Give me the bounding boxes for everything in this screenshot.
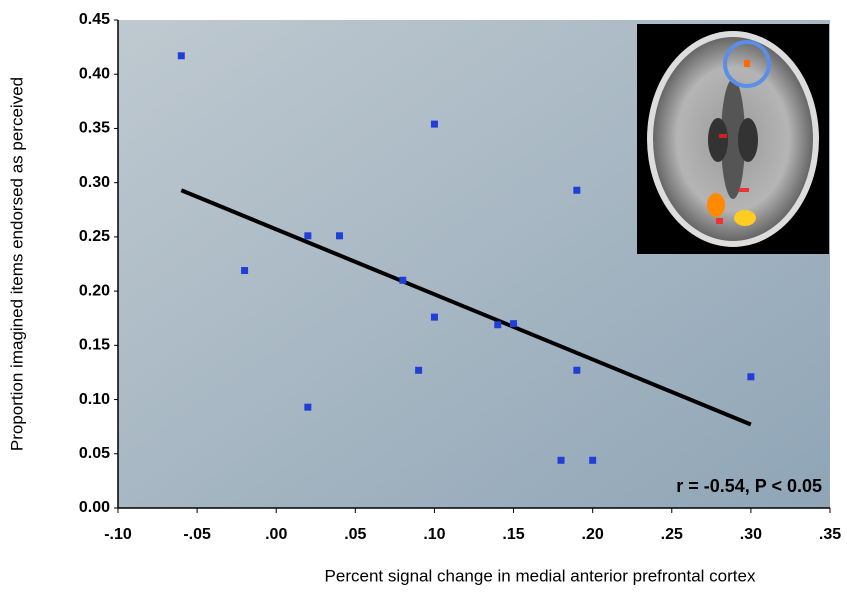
y-tick-label: 0.05 [79,445,110,462]
data-point [430,120,438,128]
x-tick-label: -.10 [104,526,132,543]
y-tick-label: 0.35 [79,120,110,137]
y-tick-label: 0.30 [79,174,110,191]
x-tick-label: .00 [265,526,287,543]
x-tick-label: .15 [502,526,524,543]
data-point [304,232,312,240]
data-point [177,52,185,60]
y-tick-label: 0.40 [79,65,110,82]
data-point [494,321,502,329]
data-point [415,366,423,374]
data-point [430,313,438,321]
data-point [573,186,581,194]
x-tick-label: .25 [661,526,683,543]
annotation: r = -0.54, P < 0.05 [676,476,822,496]
x-tick-label: .30 [740,526,762,543]
data-point [510,320,518,328]
x-tick-label: .05 [344,526,366,543]
data-point [399,276,407,284]
x-tick-label: -.05 [183,526,211,543]
trend-line [180,188,752,427]
x-tick-label: .20 [582,526,604,543]
y-tick-label: 0.00 [79,499,110,516]
data-point [747,373,755,381]
data-point [573,366,581,374]
y-tick-label: 0.10 [79,391,110,408]
y-tick-label: 0.15 [79,337,110,354]
data-point [557,456,565,464]
data-point [304,403,312,411]
data-point [336,232,344,240]
y-tick-label: 0.45 [79,11,110,28]
data-point [241,267,249,275]
x-axis-label: Percent signal change in medial anterior… [325,566,756,585]
data-point [589,456,597,464]
x-tick-label: .35 [819,526,841,543]
y-tick-label: 0.25 [79,228,110,245]
brain-inset [637,24,829,254]
x-tick-label: .10 [423,526,445,543]
y-axis-label: Proportion imagined items endorsed as pe… [7,77,26,451]
y-tick-label: 0.20 [79,282,110,299]
